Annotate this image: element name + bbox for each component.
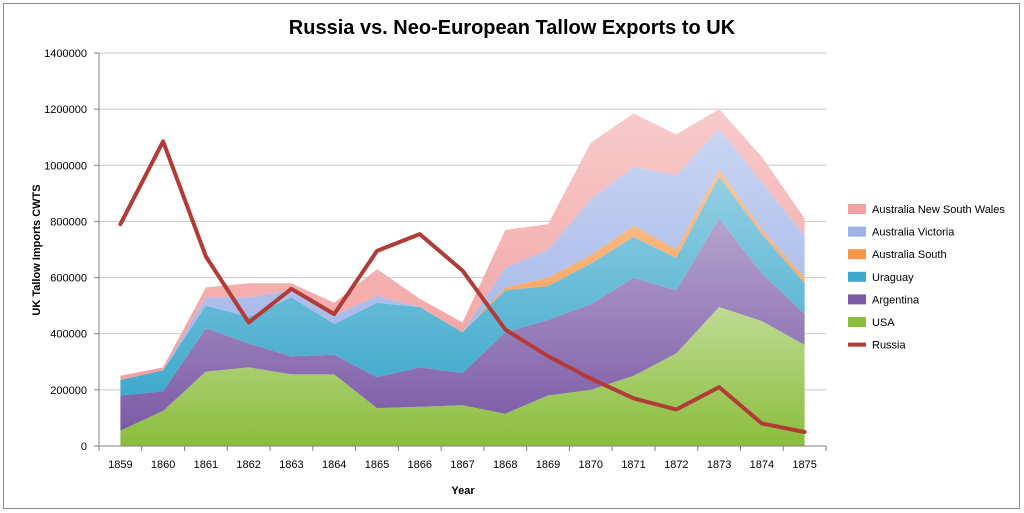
x-tick-label: 1861 bbox=[194, 459, 218, 471]
x-tick-label: 1874 bbox=[750, 459, 774, 471]
x-tick-label: 1866 bbox=[407, 459, 431, 471]
legend-swatch-australia-victoria bbox=[848, 226, 866, 237]
x-tick-label: 1862 bbox=[236, 459, 260, 471]
legend-label-australia-victoria: Australia Victoria bbox=[872, 227, 955, 239]
area-australia-new-south-wales bbox=[120, 109, 805, 380]
legend-label-russia: Russia bbox=[872, 340, 907, 352]
x-tick-labels: 1859 1860 1861 1862 1863 1864 1865 1866 1867 1868… bbox=[108, 459, 817, 471]
x-tick-label: 1863 bbox=[279, 459, 303, 471]
area-australia-victoria bbox=[120, 128, 805, 380]
x-tick-label: 1868 bbox=[493, 459, 517, 471]
legend-swatch-uraguay bbox=[848, 271, 866, 282]
legend-label-uraguay: Uraguay bbox=[872, 272, 914, 284]
legend-swatch-australia-south bbox=[848, 249, 866, 260]
area-usa bbox=[120, 307, 805, 446]
chart-title: Russia vs. Neo-European Tallow Exports t… bbox=[289, 17, 736, 39]
x-tick-label: 1875 bbox=[792, 459, 816, 471]
legend-swatch-australia-new-south-wales bbox=[848, 204, 866, 214]
x-tick-label: 1873 bbox=[707, 459, 731, 471]
x-axis-label: Year bbox=[451, 485, 475, 497]
y-tick-label: 0 bbox=[81, 441, 87, 453]
y-tick-label: 600000 bbox=[50, 273, 87, 285]
legend-label-australia-south: Australia South bbox=[872, 249, 947, 261]
axes bbox=[94, 52, 827, 451]
x-tick-label: 1864 bbox=[322, 459, 346, 471]
stacked-areas bbox=[120, 109, 805, 446]
x-tick-label: 1872 bbox=[664, 459, 688, 471]
legend: Australia New South Wales Australia Victo… bbox=[848, 204, 1005, 352]
legend-swatch-argentina bbox=[848, 294, 866, 305]
area-argentina bbox=[120, 218, 805, 431]
legend-label-usa: USA bbox=[872, 317, 895, 329]
area-uraguay bbox=[120, 176, 805, 396]
x-tick-label: 1860 bbox=[151, 459, 175, 471]
y-tick-label: 800000 bbox=[50, 216, 87, 228]
legend-label-australia-new-south-wales: Australia New South Wales bbox=[872, 204, 1005, 216]
y-tick-label: 1400000 bbox=[44, 48, 87, 60]
y-axis-label: UK Tallow Imports CWTS bbox=[31, 184, 43, 315]
x-tick-label: 1870 bbox=[579, 459, 603, 471]
y-tick-label: 1200000 bbox=[44, 104, 87, 116]
x-tick-label: 1871 bbox=[621, 459, 645, 471]
line-series bbox=[118, 139, 807, 434]
y-tick-label: 200000 bbox=[50, 385, 87, 397]
line-russia bbox=[118, 139, 807, 434]
legend-label-argentina: Argentina bbox=[872, 294, 920, 306]
y-tick-label: 1000000 bbox=[44, 160, 87, 172]
legend-swatch-usa bbox=[848, 317, 866, 327]
x-tick-label: 1867 bbox=[450, 459, 474, 471]
y-tick-label: 400000 bbox=[50, 329, 87, 341]
x-tick-label: 1859 bbox=[108, 459, 132, 471]
y-tick-labels: 0 200000 400000 600000 800000 1000000 1200000 1… bbox=[44, 48, 87, 453]
x-tick-label: 1865 bbox=[365, 459, 389, 471]
x-tick-label: 1869 bbox=[536, 459, 560, 471]
